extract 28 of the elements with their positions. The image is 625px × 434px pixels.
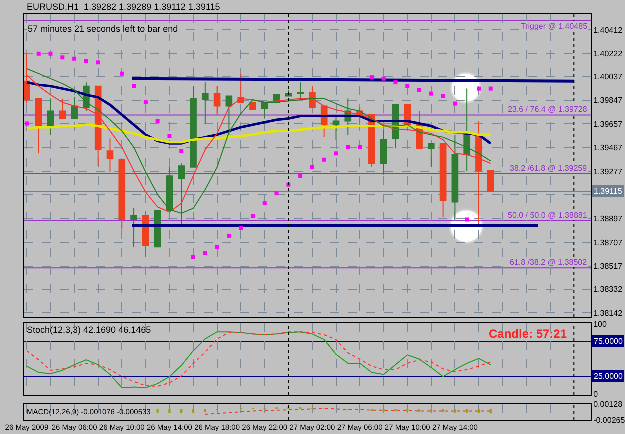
- ref-line-label: 38.2 /61.8 @ 1.39259: [510, 164, 588, 173]
- y-tick-label: 1.39277: [594, 167, 624, 176]
- y-tick-label: 1.38517: [594, 262, 624, 272]
- y-tick-label: 1.39657: [594, 120, 624, 129]
- y-tick-label: 1.39847: [594, 96, 624, 106]
- y-tick-label: 0: [594, 390, 599, 400]
- chart-title: Stoch(12,3,3) 42.1690 46.1465: [27, 325, 152, 336]
- y-tick-label: -0.00265: [594, 416, 625, 425]
- y-tick-label: 0.00128: [594, 400, 624, 409]
- ref-line-label: 23.6 / 76.4 @ 1.39728: [508, 105, 588, 114]
- y-tick-label: 1.38332: [594, 285, 624, 294]
- y-tick-label: 100: [594, 320, 608, 330]
- ref-line-label: 61.8 /38.2 @ 1.38502: [510, 258, 588, 267]
- annotation: Candle: 57:21: [489, 327, 568, 341]
- y-tick-label: 1.38897: [594, 214, 624, 224]
- ref-line-label: Trigger @ 1.40485: [521, 22, 588, 31]
- text: 57 minutes 21 seconds left to bar end: [28, 24, 178, 34]
- annotation: 1.39115: [594, 187, 623, 196]
- y-tick-label: 1.40412: [594, 26, 624, 35]
- y-tick-label: 1.40222: [594, 49, 624, 58]
- annotation: 25.0000: [594, 372, 624, 381]
- y-tick-label: 1.38707: [594, 238, 624, 248]
- y-tick-label: 1.38142: [594, 308, 624, 318]
- y-tick-label: 1.40037: [594, 72, 624, 82]
- chart-title: EURUSD,H1 1.39282 1.39289 1.39112 1.39115: [27, 2, 220, 12]
- y-tick-label: 1.39467: [594, 144, 624, 153]
- annotation: 75.0000: [594, 337, 624, 346]
- ref-line-label: 50.0 / 50.0 @ 1.38881: [508, 211, 588, 220]
